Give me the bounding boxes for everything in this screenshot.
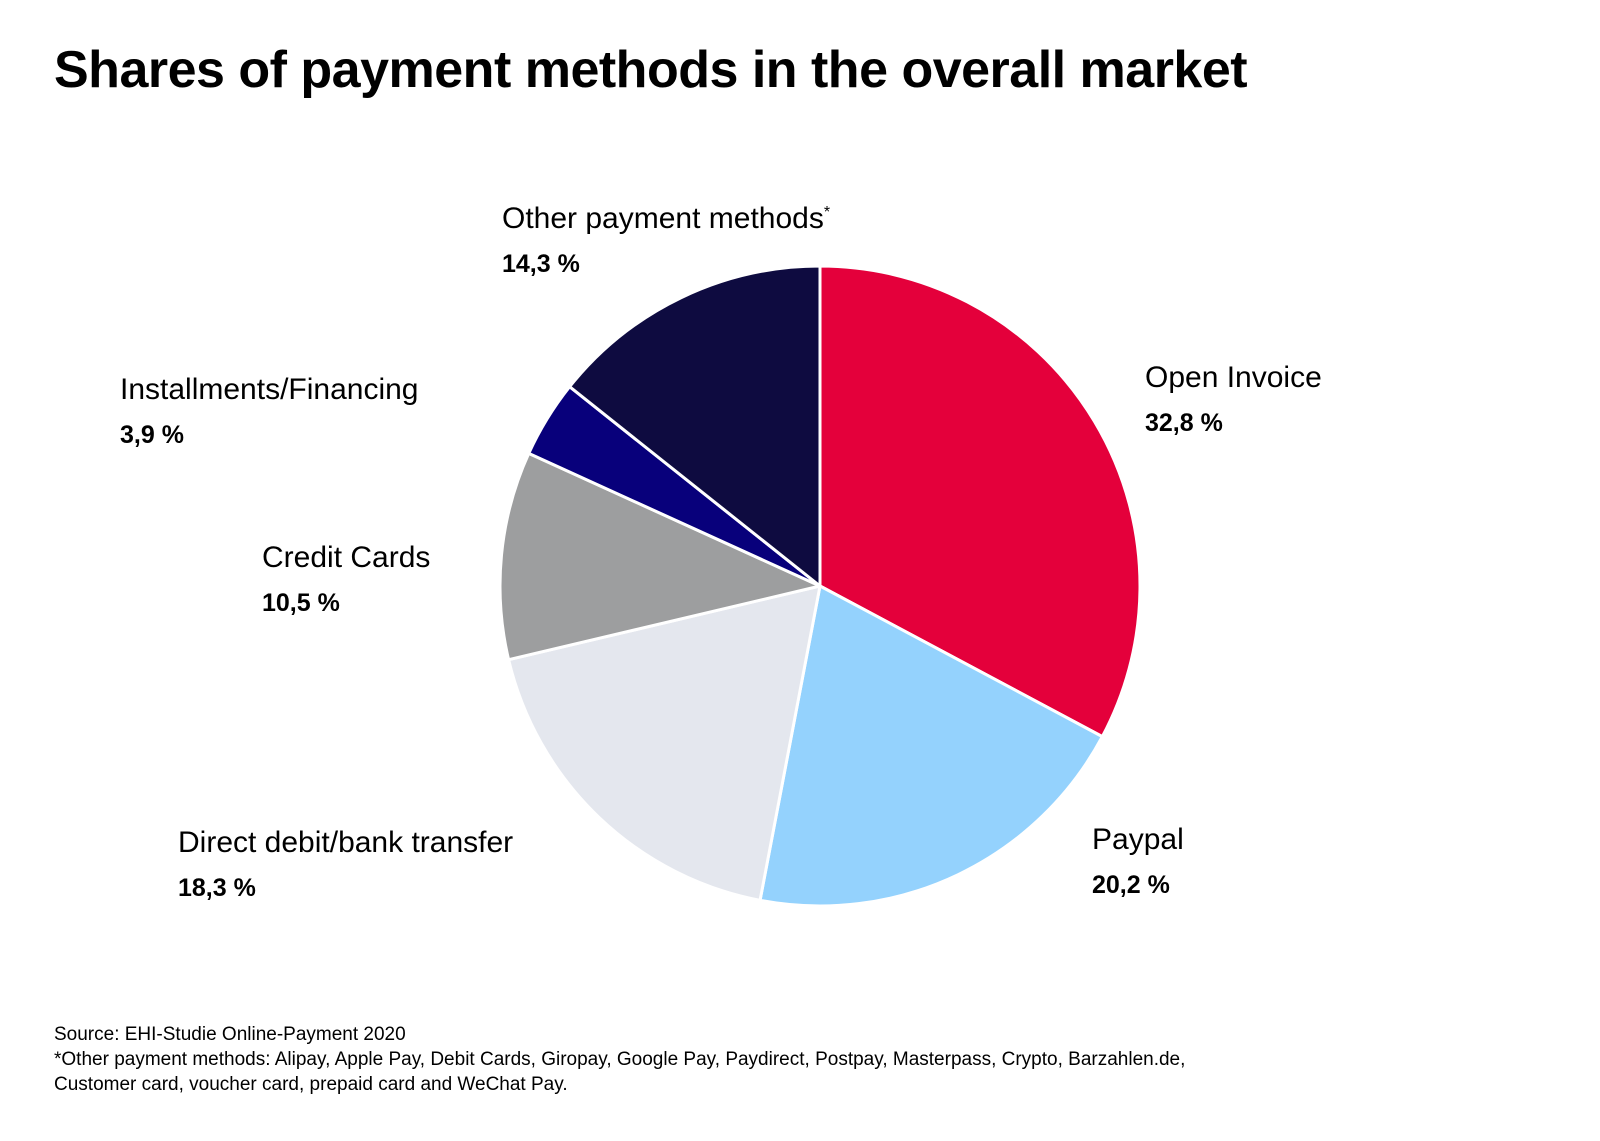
label-credit-cards: Credit Cards 10,5 % (262, 540, 430, 618)
slice-label-open-invoice: Open Invoice (1145, 361, 1322, 394)
slice-value-paypal: 20,2 % (1092, 871, 1170, 899)
slice-value-direct-debit: 18,3 % (178, 874, 256, 902)
footnote-line-1: *Other payment methods: Alipay, Apple Pa… (54, 1049, 1186, 1070)
label-open-invoice: Open Invoice 32,8 % (1145, 360, 1322, 438)
label-installments: Installments/Financing 3,9 % (120, 372, 418, 450)
slice-label-credit-cards: Credit Cards (262, 541, 431, 574)
footnote-line-2: Customer card, voucher card, prepaid car… (54, 1074, 568, 1095)
slice-label-direct-debit: Direct debit/bank transfer (178, 826, 514, 859)
slice-value-other: 14,3 % (502, 250, 580, 278)
label-paypal: Paypal 20,2 % (1092, 822, 1184, 900)
slice-label-paypal: Paypal (1092, 823, 1184, 856)
slice-value-credit-cards: 10,5 % (262, 589, 340, 617)
slice-value-installments: 3,9 % (120, 421, 184, 449)
pie-slice-direct-debit-bank-transfer (507, 584, 822, 902)
pie-chart (498, 264, 1142, 908)
slice-label-installments: Installments/Financing (120, 373, 419, 406)
label-direct-debit: Direct debit/bank transfer 18,3 % (178, 825, 513, 903)
footer: Source: EHI-Studie Online-Payment 2020 *… (54, 1022, 1185, 1097)
source-note: Source: EHI-Studie Online-Payment 2020 (54, 1024, 406, 1045)
pie-slice-open-invoice (818, 264, 1142, 739)
footnote-mark: * (823, 204, 831, 221)
pie-slice-other-payment-methods (568, 264, 822, 588)
label-other: Other payment methods* 14,3 % (502, 195, 830, 279)
pie-slice-credit-cards (498, 451, 822, 662)
chart-title: Shares of payment methods in the overall… (54, 41, 1248, 99)
slice-value-open-invoice: 32,8 % (1145, 409, 1223, 437)
pie-slice-paypal (758, 584, 1104, 908)
slice-label-other: Other payment methods (502, 202, 824, 235)
